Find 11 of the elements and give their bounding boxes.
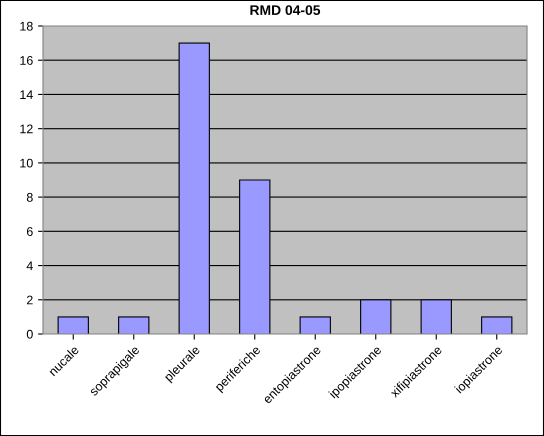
y-tick-label: 10 [20,158,33,168]
chart-title: RMD 04-05 [250,5,320,16]
y-tick-label: 18 [20,22,33,31]
y-tick-label: 0 [26,330,33,339]
y-tick-label: 12 [20,124,33,134]
y-tick-label: 8 [26,192,33,202]
y-tick-label: 16 [20,56,33,65]
y-tick-label: 14 [20,90,33,99]
y-tick-label: 2 [26,296,33,304]
y-tick-label: 6 [26,227,33,236]
y-tick-label: 4 [26,261,33,270]
